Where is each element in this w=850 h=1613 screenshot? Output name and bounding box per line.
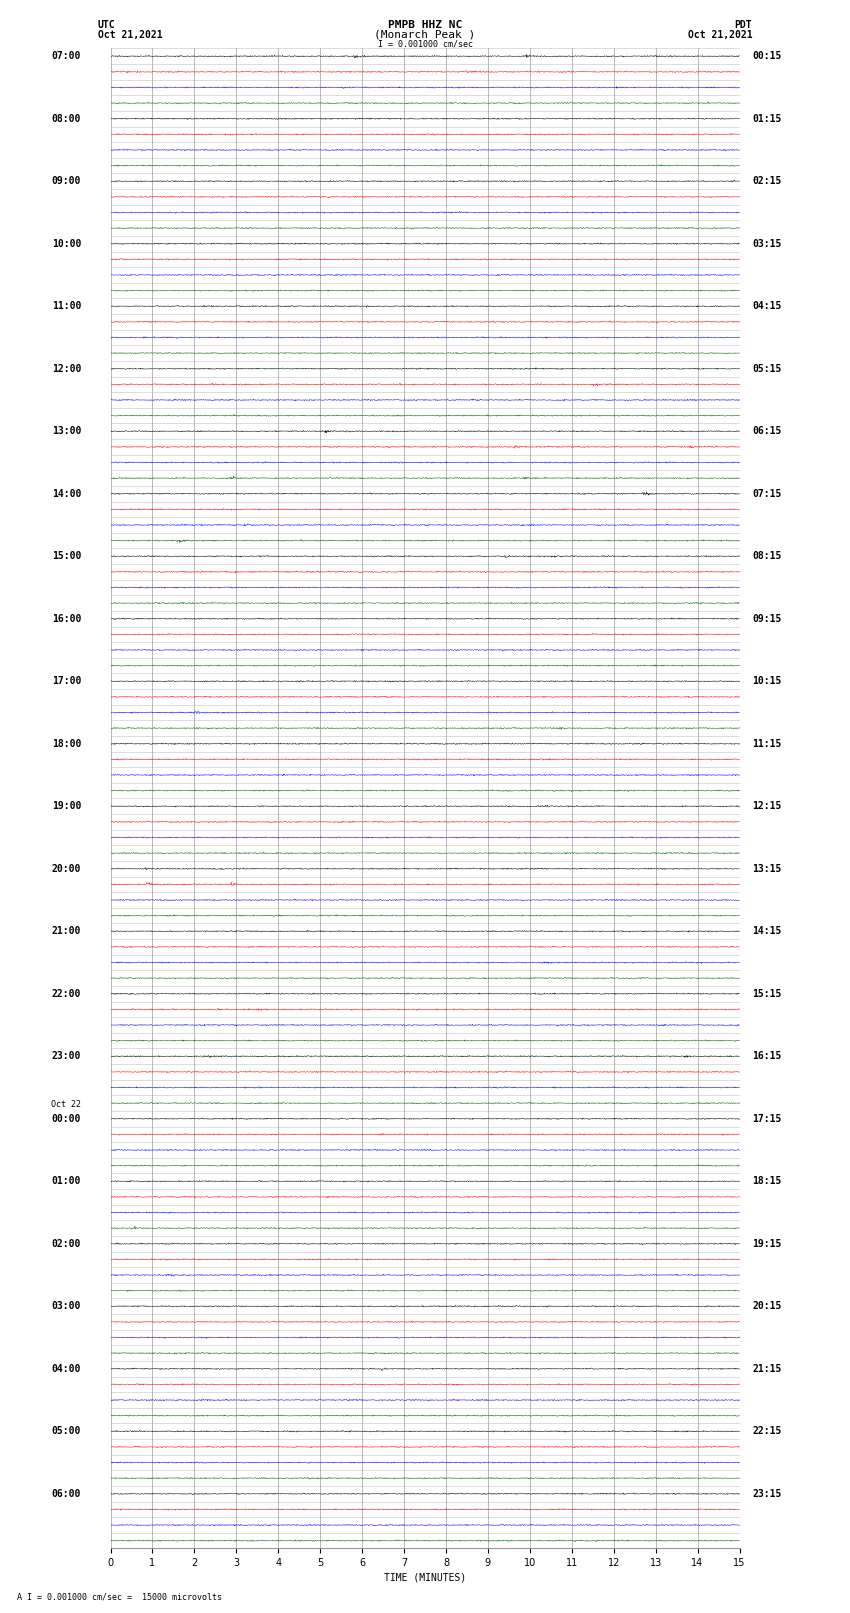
Text: I = 0.001000 cm/sec: I = 0.001000 cm/sec	[377, 39, 473, 48]
Text: 19:15: 19:15	[752, 1239, 781, 1248]
Text: 19:00: 19:00	[52, 802, 81, 811]
Text: 10:00: 10:00	[52, 239, 81, 248]
Text: 03:00: 03:00	[52, 1302, 81, 1311]
Text: 14:15: 14:15	[752, 926, 781, 936]
Text: 22:00: 22:00	[52, 989, 81, 998]
Text: 23:00: 23:00	[52, 1052, 81, 1061]
Text: 09:00: 09:00	[52, 176, 81, 185]
Text: Oct 22: Oct 22	[51, 1100, 81, 1110]
Text: 21:00: 21:00	[52, 926, 81, 936]
Text: 23:15: 23:15	[752, 1489, 781, 1498]
Text: PDT: PDT	[734, 19, 752, 31]
Text: 16:00: 16:00	[52, 613, 81, 624]
Text: 20:15: 20:15	[752, 1302, 781, 1311]
Text: 00:15: 00:15	[752, 52, 781, 61]
Text: PMPB HHZ NC: PMPB HHZ NC	[388, 19, 462, 31]
Text: 22:15: 22:15	[752, 1426, 781, 1436]
Text: Oct 21,2021: Oct 21,2021	[98, 31, 162, 40]
Text: 00:00: 00:00	[52, 1113, 81, 1124]
Text: 20:00: 20:00	[52, 863, 81, 874]
Text: A I = 0.001000 cm/sec =  15000 microvolts: A I = 0.001000 cm/sec = 15000 microvolts	[17, 1592, 222, 1602]
Text: 05:00: 05:00	[52, 1426, 81, 1436]
Text: 15:00: 15:00	[52, 552, 81, 561]
Text: 02:00: 02:00	[52, 1239, 81, 1248]
Text: 03:15: 03:15	[752, 239, 781, 248]
Text: 01:15: 01:15	[752, 113, 781, 124]
Text: 01:00: 01:00	[52, 1176, 81, 1186]
Text: Oct 21,2021: Oct 21,2021	[688, 31, 752, 40]
Text: 13:00: 13:00	[52, 426, 81, 436]
Text: 06:15: 06:15	[752, 426, 781, 436]
Text: 02:15: 02:15	[752, 176, 781, 185]
Text: 05:15: 05:15	[752, 363, 781, 374]
Text: 04:00: 04:00	[52, 1363, 81, 1374]
Text: 16:15: 16:15	[752, 1052, 781, 1061]
Text: 06:00: 06:00	[52, 1489, 81, 1498]
Text: 07:00: 07:00	[52, 52, 81, 61]
Text: 17:15: 17:15	[752, 1113, 781, 1124]
Text: 17:00: 17:00	[52, 676, 81, 686]
Text: (Monarch Peak ): (Monarch Peak )	[374, 31, 476, 40]
Text: 15:15: 15:15	[752, 989, 781, 998]
Text: 10:15: 10:15	[752, 676, 781, 686]
Text: 07:15: 07:15	[752, 489, 781, 498]
Text: 12:15: 12:15	[752, 802, 781, 811]
Text: 21:15: 21:15	[752, 1363, 781, 1374]
Text: 12:00: 12:00	[52, 363, 81, 374]
Text: UTC: UTC	[98, 19, 116, 31]
Text: 11:15: 11:15	[752, 739, 781, 748]
Text: 18:00: 18:00	[52, 739, 81, 748]
X-axis label: TIME (MINUTES): TIME (MINUTES)	[384, 1573, 466, 1582]
Text: 09:15: 09:15	[752, 613, 781, 624]
Text: 13:15: 13:15	[752, 863, 781, 874]
Text: 11:00: 11:00	[52, 302, 81, 311]
Text: 08:15: 08:15	[752, 552, 781, 561]
Text: 08:00: 08:00	[52, 113, 81, 124]
Text: 18:15: 18:15	[752, 1176, 781, 1186]
Text: 14:00: 14:00	[52, 489, 81, 498]
Text: 04:15: 04:15	[752, 302, 781, 311]
